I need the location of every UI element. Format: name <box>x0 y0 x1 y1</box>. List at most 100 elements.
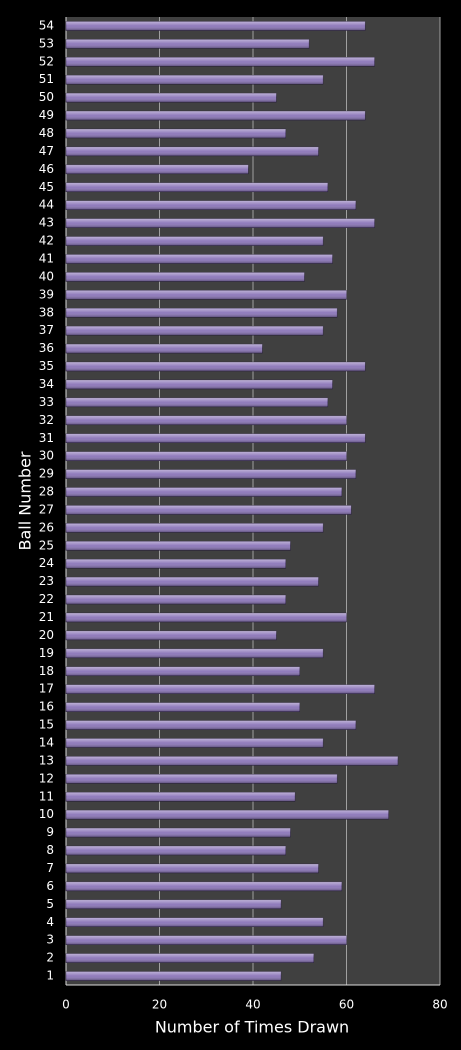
bar <box>65 702 300 712</box>
bar <box>65 523 324 533</box>
bar <box>65 254 333 264</box>
y-tick-label: 50 <box>39 90 54 104</box>
bar <box>65 558 286 569</box>
bar <box>65 505 352 515</box>
bar <box>65 917 324 928</box>
y-tick-label: 41 <box>39 252 54 266</box>
y-axis-title: Ball Number <box>16 451 35 550</box>
bar <box>65 612 347 623</box>
bar <box>65 290 347 300</box>
y-tick-label: 30 <box>39 449 54 463</box>
y-tick-label: 11 <box>39 789 54 803</box>
y-tick-label: 40 <box>39 269 54 283</box>
bar <box>65 343 263 354</box>
y-tick-label: 51 <box>39 72 54 86</box>
y-tick-label: 35 <box>39 359 54 373</box>
bar <box>65 648 324 659</box>
bar <box>65 451 347 461</box>
y-tick-label: 4 <box>46 915 54 929</box>
y-tick-label: 8 <box>46 843 54 857</box>
bar <box>65 576 319 587</box>
bar <box>65 308 338 318</box>
bar <box>65 827 291 838</box>
y-tick-label: 27 <box>39 502 54 516</box>
y-tick-label: 42 <box>39 234 54 248</box>
bar <box>65 630 277 641</box>
y-tick-label: 3 <box>46 933 54 947</box>
y-tick-label: 31 <box>39 431 54 445</box>
bar <box>65 756 399 766</box>
y-tick-label: 24 <box>39 556 54 570</box>
y-tick-label: 36 <box>39 341 54 355</box>
bar <box>65 845 286 856</box>
y-tick-label: 53 <box>39 36 54 50</box>
bar <box>65 415 347 426</box>
y-tick-label: 10 <box>39 807 54 821</box>
bar <box>65 325 324 336</box>
bar <box>65 272 305 282</box>
y-tick-label: 46 <box>39 162 54 176</box>
y-tick-label: 13 <box>39 753 54 767</box>
bar <box>65 379 333 390</box>
x-tick-label: 20 <box>152 998 167 1012</box>
bar <box>65 863 319 874</box>
bar <box>65 971 282 981</box>
bar <box>65 935 347 945</box>
y-tick-label: 6 <box>46 879 54 893</box>
y-tick-label: 28 <box>39 485 54 499</box>
y-tick-label: 52 <box>39 54 54 68</box>
y-tick-label: 21 <box>39 610 54 624</box>
bar <box>65 57 375 67</box>
bar <box>65 469 357 479</box>
y-tick-label: 1 <box>46 969 54 983</box>
y-tick-label: 14 <box>39 736 54 750</box>
bar <box>65 774 338 784</box>
bar <box>65 74 324 85</box>
y-tick-label: 7 <box>46 861 54 875</box>
y-tick-label: 32 <box>39 413 54 427</box>
x-axis-title: Number of Times Drawn <box>155 1018 349 1037</box>
x-tick-label: 40 <box>245 998 260 1012</box>
bar <box>65 128 286 139</box>
y-tick-label: 54 <box>39 18 54 32</box>
y-tick-label: 9 <box>46 825 54 839</box>
bar <box>65 433 366 444</box>
y-tick-label: 29 <box>39 467 54 481</box>
y-tick-label: 20 <box>39 628 54 642</box>
y-tick-label: 26 <box>39 520 54 534</box>
y-tick-label: 18 <box>39 664 54 678</box>
bar <box>65 594 286 605</box>
y-tick-label: 47 <box>39 144 54 158</box>
y-tick-label: 17 <box>39 682 54 696</box>
y-tick-label: 15 <box>39 718 54 732</box>
y-tick-label: 43 <box>39 216 54 230</box>
bar <box>65 361 366 372</box>
bar <box>65 146 319 157</box>
bar <box>65 236 324 246</box>
bar <box>65 881 343 892</box>
y-tick-label: 5 <box>46 897 54 911</box>
y-tick-label: 37 <box>39 323 54 337</box>
y-tick-label: 38 <box>39 305 54 319</box>
bar <box>65 792 296 802</box>
bar <box>65 738 324 748</box>
bar <box>65 218 375 228</box>
y-tick-label: 2 <box>46 951 54 965</box>
bar <box>65 809 389 820</box>
y-tick-label: 34 <box>39 377 54 391</box>
y-tick-label: 22 <box>39 592 54 606</box>
bar <box>65 39 310 49</box>
bar <box>65 164 249 175</box>
bar <box>65 899 282 910</box>
bar <box>65 684 375 694</box>
bar <box>65 182 329 193</box>
y-tick-label: 49 <box>39 108 54 122</box>
y-tick-label: 44 <box>39 198 54 212</box>
bar <box>65 200 357 210</box>
y-tick-label: 33 <box>39 395 54 409</box>
y-tick-label: 25 <box>39 538 54 552</box>
x-tick-label: 0 <box>62 998 70 1012</box>
bar <box>65 21 366 31</box>
bar <box>65 666 300 677</box>
